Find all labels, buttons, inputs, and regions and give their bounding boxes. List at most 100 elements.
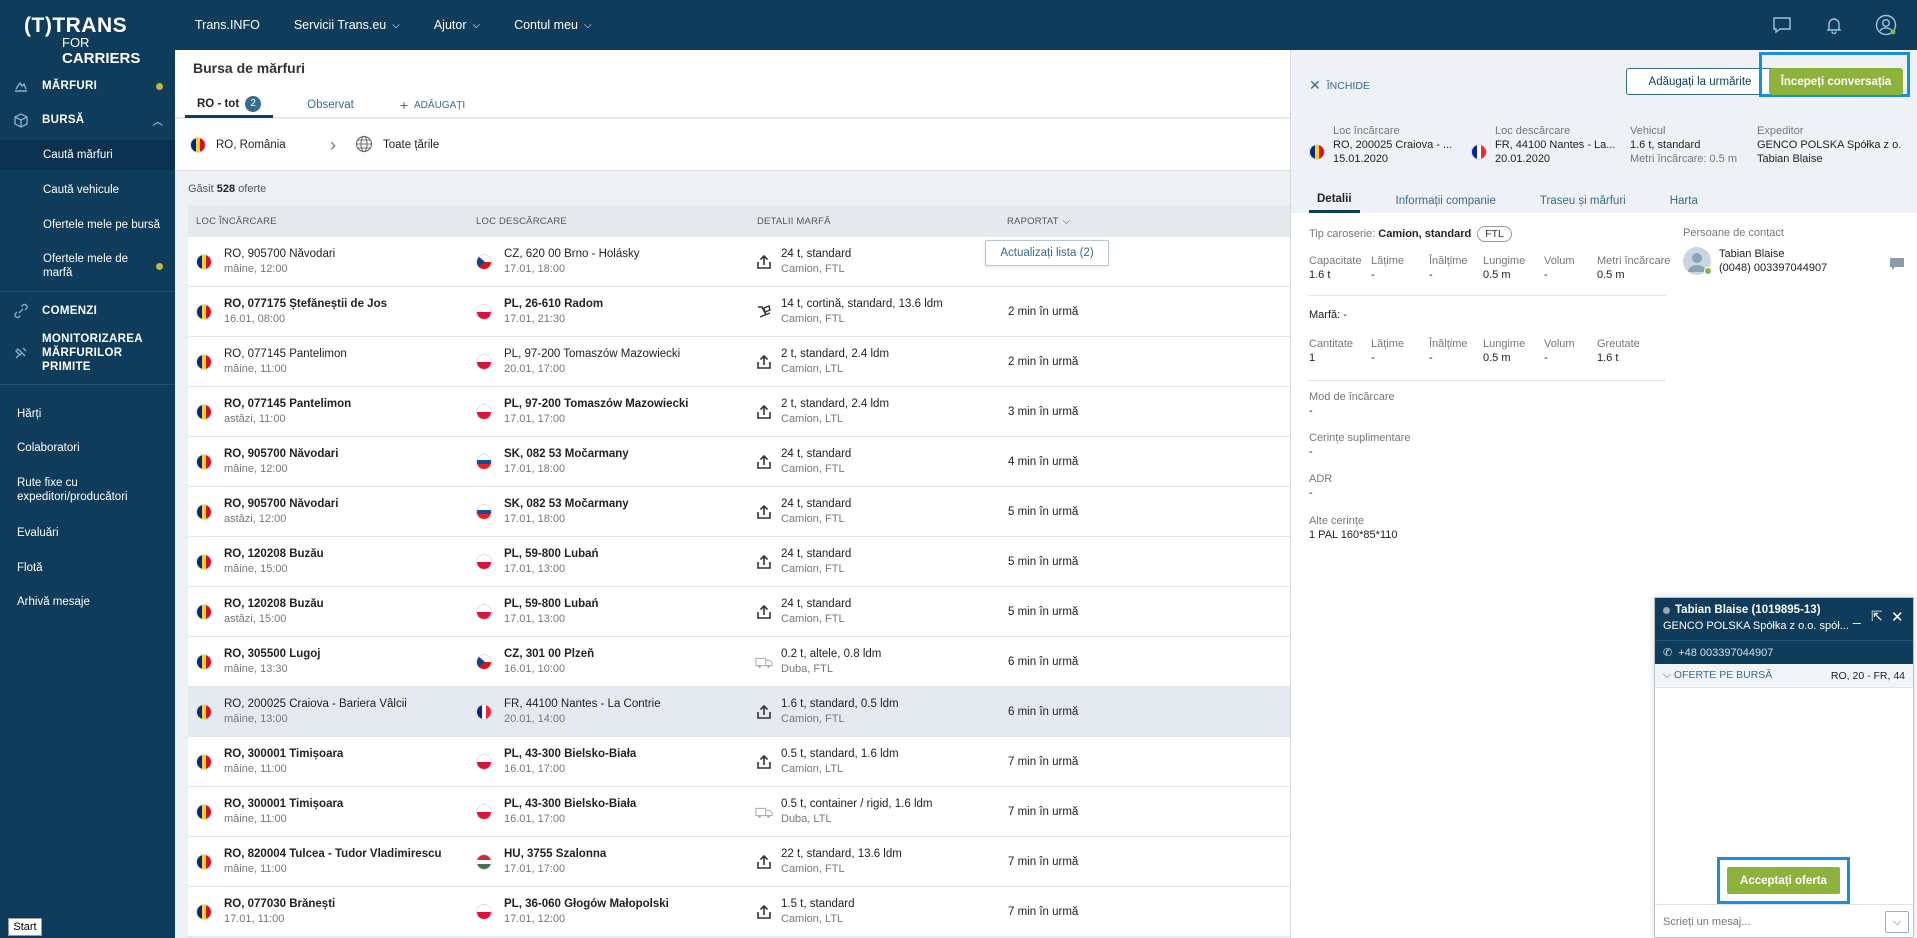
table-row[interactable]: RO, 120208 Buzău mâine, 15:00 PL, 59-800 L… [188,537,1290,587]
bell-icon[interactable] [1823,14,1845,36]
header-cargo[interactable]: DETALII MARFĂ [757,215,831,227]
load-cell: RO, 077175 Ștefăneștii de Jos 16.01, 08:0… [196,287,387,337]
cargo-cell: 0.2 t, altele, 0.8 ldm Duba, FTL [755,637,881,687]
cargo-details: 14 t, cortină, standard, 13.6 ldm [781,298,943,310]
unload-place: PL, 59-800 Lubań [504,598,599,610]
flag-ro-icon [196,354,212,370]
cargo-cell: 0.5 t, standard, 1.6 ldm Camion, LTL [755,737,899,787]
vehicle-type: Camion, FTL [781,513,845,525]
load-cell: RO, 305500 Lugoj mâine, 13:30 [196,637,321,687]
reported-time: 5 min în urmă [1008,506,1079,518]
close-button[interactable]: ✕ ÎNCHIDE [1309,77,1370,94]
trans-logo[interactable]: (T)TRANS FOR CARRIERS [24,14,154,67]
sidebar-item-flota[interactable]: Flotă [0,558,175,578]
label: Cerințe suplimentare [1309,432,1411,444]
chevron-down-icon: ⌵ [1663,669,1671,681]
filter-to[interactable]: Toate țările [355,119,439,171]
flag-fr-icon [476,704,492,720]
cargo-details: 24 t, standard [781,598,852,610]
sidebar-item-cauta-marfuri[interactable]: Caută mărfuri [0,140,175,170]
tab-ro-tot[interactable]: RO - tot 2 [185,92,274,118]
label: Loc încărcare [1333,125,1400,137]
table-row[interactable]: RO, 120208 Buzău astăzi, 15:00 PL, 59-800 … [188,587,1290,637]
cerinte: Cerințe suplimentare - [1309,431,1411,459]
start-button[interactable]: Start [8,918,42,936]
sidebar-label-monitor: MONITORIZAREA MĂRFURILOR PRIMITE [42,333,143,373]
table-row[interactable]: RO, 820004 Tulcea - Tudor Vladimirescu mâ… [188,837,1290,887]
user-avatar-icon[interactable] [1875,14,1897,36]
chat-offers-bar[interactable]: ⌵ OFERTE PE BURSĂ RO, 20 - FR, 44 [1655,664,1913,688]
sidebar-item-arhiva[interactable]: Arhivă mesaje [0,592,175,612]
topnav-ajutor[interactable]: Ajutor ⌵ [434,18,480,32]
sidebar-item-cauta-vehicule[interactable]: Caută vehicule [0,176,175,204]
sidebar-item-monitorizarea[interactable]: MONITORIZAREA MĂRFURILOR PRIMITE [0,333,175,373]
topnav-servicii[interactable]: Servicii Trans.eu ⌵ [294,18,400,32]
unload-place: FR, 44100 Nantes - La Contrie [504,698,661,710]
contact-name: Tabian Blaise [1719,248,1785,260]
table-row[interactable]: RO, 077030 Brănești 17.01, 11:00 PL, 36-06… [188,887,1290,937]
sidebar-item-harti[interactable]: Hărți [0,404,175,424]
header-unload[interactable]: LOC DESCĂRCARE [476,215,567,227]
message-input[interactable]: Scrieți un mesaj... ⌵ [1655,904,1913,938]
contact-person[interactable]: Tabian Blaise (0048) 003397044907 [1683,247,1827,275]
sidebar-item-colaboratori[interactable]: Colaboratori [0,438,175,458]
load-date: mâine, 12:00 [224,463,288,475]
start-conversation-button[interactable]: Începeți conversația [1769,68,1903,95]
table-row[interactable]: RO, 077145 Pantelimon astăzi, 11:00 PL, 97… [188,387,1290,437]
expand-icon[interactable]: ⇱ [1871,608,1883,624]
topnav-transinfo[interactable]: Trans.INFO [195,18,260,32]
plus-icon: + [399,97,409,113]
table-row[interactable]: RO, 077175 Ștefăneștii de Jos 16.01, 08:0… [188,287,1290,337]
load-place: RO, 077175 Ștefăneștii de Jos [224,298,387,310]
table-row[interactable]: RO, 905700 Năvodari mâine, 12:00 CZ, 620 0… [188,237,1290,287]
value: 1 PAL 160*85*110 [1309,529,1398,541]
sidebar-item-ofertele-bursa[interactable]: Ofertele mele pe bursă [0,211,175,239]
topnav-label: Ajutor [433,18,467,32]
tab-harta[interactable]: Harta [1669,194,1698,207]
vehicle-type: Camion, FTL [781,263,845,275]
tab-detalii[interactable]: Detalii [1309,188,1360,213]
accept-offer-button[interactable]: Acceptați oferta [1727,867,1840,894]
chevron-up-icon: ︿ [152,116,163,128]
sidebar-label: Evaluări [17,527,59,539]
sidebar-item-rute-fixe[interactable]: Rute fixe cu expeditori/producători [0,474,175,506]
table-row[interactable]: RO, 905700 Năvodari mâine, 12:00 SK, 082 5… [188,437,1290,487]
flag-ro-icon [196,404,212,420]
minimize-icon[interactable]: _ [1853,608,1861,624]
sidebar-item-ofertele-marfa[interactable]: Ofertele mele de marfă [0,250,175,282]
chevron-down-icon[interactable]: ⌵ [1885,911,1909,933]
label: Lățime [1371,338,1405,350]
flag-hu-icon [476,854,492,870]
header-reported[interactable]: RAPORTAT ⌵ [1007,205,1070,237]
sidebar-item-marfuri[interactable]: MĂRFURI [0,74,175,98]
add-to-watched-button[interactable]: Adăugați la urmărite [1626,68,1774,95]
tab-add[interactable]: + ADĂUGAȚI [388,92,477,118]
table-row[interactable]: RO, 200025 Craiova - Bariera Vâlcii mâine… [188,687,1290,737]
label: Înălțime [1429,255,1468,267]
filter-from[interactable]: RO, România [190,119,286,171]
table-row[interactable]: RO, 300001 Timișoara mâine, 11:00 PL, 43-3… [188,737,1290,787]
tab-traseu[interactable]: Traseu și mărfuri [1539,194,1626,207]
tab-informatii[interactable]: Informații companie [1395,194,1496,207]
load-cell: RO, 300001 Timișoara mâine, 11:00 [196,787,343,837]
topnav-cont[interactable]: Contul meu ⌵ [514,18,592,32]
messages-icon[interactable] [1771,14,1793,36]
sidebar-item-bursa[interactable]: BURSĂ ︿ [0,108,175,132]
grid-field: Înălțime - [1429,254,1468,282]
sidebar-item-comenzi[interactable]: COMENZI [0,299,175,323]
table-row[interactable]: RO, 077145 Pantelimon mâine, 11:00 PL, 97-… [188,337,1290,387]
table-row[interactable]: RO, 300001 Timișoara mâine, 11:00 PL, 43-3… [188,787,1290,837]
sidebar-item-evaluari[interactable]: Evaluări [0,523,175,543]
close-icon[interactable]: ✕ [1891,609,1904,626]
value: - [1371,352,1375,364]
tab-observat[interactable]: Observat [295,92,366,118]
chat-bubble-icon[interactable] [1889,257,1905,274]
update-list-button[interactable]: Actualizați lista (2) [985,240,1109,266]
value: 1.6 t, standard [1630,139,1701,151]
van-icon [755,803,773,821]
table-row[interactable]: RO, 905700 Năvodari astăzi, 12:00 SK, 082 … [188,487,1290,537]
label: Vehicul [1630,125,1666,137]
grid-field: Lățime - [1371,254,1404,282]
table-row[interactable]: RO, 305500 Lugoj mâine, 13:30 CZ, 301 00 P… [188,637,1290,687]
header-load[interactable]: LOC ÎNCĂRCARE [196,215,277,227]
